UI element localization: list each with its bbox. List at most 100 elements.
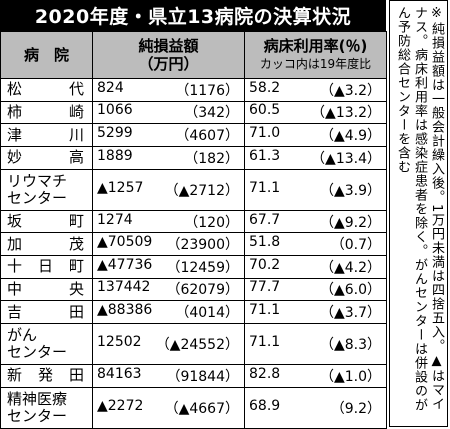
occupancy-rate-cell: 58.2 （▲3.2） <box>244 78 387 102</box>
net-profit-cell: 84163 （91844） <box>92 364 245 388</box>
occupancy-rate-value: 58.2 <box>249 79 281 96</box>
hospital-name: がん センター <box>0 322 93 366</box>
occupancy-rate-value: 60.5 <box>249 102 281 119</box>
table-row: 中 央 137442 （62079） 77.7 （▲6.0） <box>0 277 387 302</box>
hospital-name: 松 代 <box>0 78 93 102</box>
occupancy-rate-comparison: （▲13.2） <box>311 105 381 122</box>
hospital-name: 精神医療 センター <box>0 386 93 429</box>
net-profit-comparison: （12459） <box>166 259 239 276</box>
occupancy-rate-comparison: （▲6.0） <box>319 282 381 299</box>
hospital-name: 新発田 <box>0 364 93 388</box>
table-title: 2020年度・県立13病院の決算状況 <box>0 0 386 31</box>
net-profit-value: 5299 <box>97 125 133 142</box>
net-profit-value: ▲88386 <box>97 302 153 319</box>
net-profit-comparison: （1176） <box>175 82 239 99</box>
header-hospital: 病 院 <box>0 31 93 79</box>
header-occupancy: 病床利用率(％) カッコ内は19年度比 <box>244 31 387 79</box>
net-profit-comparison: （4607） <box>175 128 239 145</box>
net-profit-value: 137442 <box>97 279 151 296</box>
table-row: 新発田 84163 （91844） 82.8 （▲1.0） <box>0 364 387 388</box>
occupancy-rate-value: 61.3 <box>249 147 281 164</box>
net-profit-comparison: （▲4667） <box>164 400 239 417</box>
occupancy-rate-comparison: （▲1.0） <box>319 368 381 385</box>
occupancy-rate-comparison: （▲3.9） <box>319 182 381 199</box>
hospital-name: 十日町 <box>0 255 93 279</box>
occupancy-rate-value: 71.1 <box>249 334 281 351</box>
table-row: 吉 田 ▲88386 （4014） 71.1 （▲3.7） <box>0 300 387 324</box>
net-profit-value: 84163 <box>97 365 142 382</box>
occupancy-rate-comparison: （▲8.3） <box>319 337 381 354</box>
net-profit-cell: 5299 （4607） <box>92 123 245 147</box>
net-profit-cell: ▲47736 （12459） <box>92 255 245 279</box>
occupancy-rate-cell: 71.1 （▲3.7） <box>244 300 387 324</box>
net-profit-cell: 1889 （182） <box>92 145 245 170</box>
occupancy-rate-comparison: （9.2） <box>330 400 381 417</box>
occupancy-rate-value: 71.1 <box>249 179 281 196</box>
table-row: 精神医療 センター ▲2272 （▲4667） 68.9 （9.2） <box>0 386 387 429</box>
occupancy-rate-cell: 68.9 （9.2） <box>244 386 387 429</box>
net-profit-value: ▲70509 <box>97 234 153 251</box>
net-profit-comparison: （120） <box>184 214 239 231</box>
occupancy-rate-value: 67.7 <box>249 211 281 228</box>
table-row: 津 川 5299 （4607） 71.0 （▲4.9） <box>0 123 387 147</box>
hospital-name: 妙 高 <box>0 145 93 170</box>
table-row: 松 代 824 （1176） 58.2 （▲3.2） <box>0 78 387 102</box>
occupancy-rate-cell: 71.1 （▲3.9） <box>244 168 387 211</box>
occupancy-rate-comparison: （0.7） <box>330 237 381 254</box>
net-profit-cell: ▲88386 （4014） <box>92 300 245 324</box>
header-occupancy-note: カッコ内は19年度比 <box>259 57 372 71</box>
table-row: 妙 高 1889 （182） 61.3 （▲13.4） <box>0 145 387 170</box>
net-profit-value: 12502 <box>97 334 142 351</box>
hospital-name: 柿 崎 <box>0 100 93 125</box>
net-profit-value: ▲1257 <box>97 179 144 196</box>
header-hospital-label: 病 院 <box>23 46 69 64</box>
net-profit-cell: 137442 （62079） <box>92 277 245 302</box>
occupancy-rate-comparison: （▲13.4） <box>311 150 381 167</box>
net-profit-value: 1274 <box>97 211 133 228</box>
net-profit-value: 1066 <box>97 102 133 119</box>
occupancy-rate-value: 51.8 <box>249 234 281 251</box>
occupancy-rate-cell: 71.0 （▲4.9） <box>244 123 387 147</box>
table-row: 柿 崎 1066 （342） 60.5 （▲13.2） <box>0 100 387 125</box>
header-net-profit-label: 純損益額 <box>138 37 199 55</box>
table-row: 十日町 ▲47736 （12459） 70.2 （▲4.2） <box>0 255 387 279</box>
net-profit-comparison: （4014） <box>175 305 239 322</box>
table-row: リウマチ センター ▲1257 （▲2712） 71.1 （▲3.9） <box>0 168 387 211</box>
net-profit-cell: ▲1257 （▲2712） <box>92 168 245 211</box>
hospital-name: 吉 田 <box>0 300 93 324</box>
occupancy-rate-cell: 70.2 （▲4.2） <box>244 255 387 279</box>
header-net-profit: 純損益額 （万円） <box>92 31 245 79</box>
occupancy-rate-cell: 82.8 （▲1.0） <box>244 364 387 388</box>
occupancy-rate-cell: 77.7 （▲6.0） <box>244 277 387 302</box>
net-profit-cell: ▲70509 （23900） <box>92 232 245 257</box>
footnote-text: ※純損益額は一般会計繰入後。1万円未満は四捨五入。▲はマイナス。病床利用率は感染… <box>395 6 444 412</box>
occupancy-rate-cell: 60.5 （▲13.2） <box>244 100 387 125</box>
net-profit-comparison: （▲24552） <box>155 337 239 354</box>
net-profit-comparison: （182） <box>184 150 239 167</box>
footnote-box <box>389 0 448 427</box>
occupancy-rate-value: 71.1 <box>249 302 281 319</box>
net-profit-cell: 824 （1176） <box>92 78 245 102</box>
header-occupancy-label: 病床利用率(％) <box>263 37 368 55</box>
occupancy-rate-value: 70.2 <box>249 256 281 273</box>
net-profit-value: ▲47736 <box>97 256 153 273</box>
net-profit-comparison: （342） <box>184 105 239 122</box>
net-profit-comparison: （▲2712） <box>164 182 239 199</box>
hospital-name: 加 茂 <box>0 232 93 257</box>
occupancy-rate-comparison: （▲4.9） <box>319 128 381 145</box>
net-profit-comparison: （62079） <box>166 282 239 299</box>
net-profit-cell: 12502 （▲24552） <box>92 322 245 366</box>
net-profit-comparison: （91844） <box>166 368 239 385</box>
occupancy-rate-cell: 67.7 （▲9.2） <box>244 209 387 234</box>
occupancy-rate-cell: 61.3 （▲13.4） <box>244 145 387 170</box>
net-profit-cell: 1066 （342） <box>92 100 245 125</box>
net-profit-value: 824 <box>97 79 124 96</box>
net-profit-comparison: （23900） <box>166 237 239 254</box>
table-row: 加 茂 ▲70509 （23900） 51.8 （0.7） <box>0 232 387 257</box>
hospital-name: 坂 町 <box>0 209 93 234</box>
occupancy-rate-value: 68.9 <box>249 397 281 414</box>
hospital-name: 津 川 <box>0 123 93 147</box>
hospital-name: リウマチ センター <box>0 168 93 211</box>
occupancy-rate-value: 77.7 <box>249 279 281 296</box>
net-profit-cell: 1274 （120） <box>92 209 245 234</box>
